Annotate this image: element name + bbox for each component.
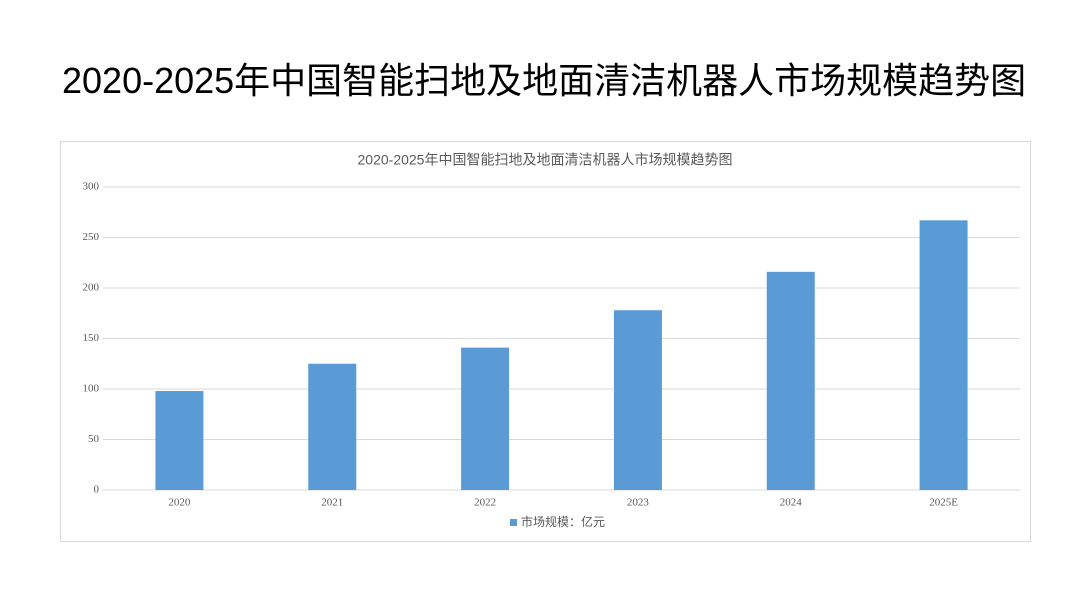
y-tick-label: 250 xyxy=(83,231,100,243)
bar xyxy=(919,220,968,490)
y-tick-label: 150 xyxy=(83,332,100,344)
bar xyxy=(766,271,815,490)
y-tick-label: 100 xyxy=(83,383,100,395)
y-tick-label: 50 xyxy=(88,433,100,445)
x-tick-label: 2024 xyxy=(780,497,803,509)
bar xyxy=(461,347,510,490)
bar xyxy=(308,363,357,490)
y-tick-label: 0 xyxy=(94,484,100,496)
bar xyxy=(613,310,662,490)
chart-frame xyxy=(60,141,1031,542)
x-tick-label: 2021 xyxy=(321,497,343,509)
x-tick-label: 2025E xyxy=(929,497,958,509)
slide-title: 2020-2025年中国智能扫地及地面清洁机器人市场规模趋势图 xyxy=(62,60,1027,101)
chart-title: 2020-2025年中国智能扫地及地面清洁机器人市场规模趋势图 xyxy=(358,152,733,168)
x-tick-label: 2023 xyxy=(627,497,650,509)
y-tick-label: 300 xyxy=(83,181,100,193)
x-tick-label: 2020 xyxy=(168,497,191,509)
legend-label: 市场规模：亿元 xyxy=(521,514,605,529)
bar xyxy=(155,391,204,490)
legend-swatch xyxy=(510,519,517,526)
y-tick-label: 200 xyxy=(83,282,100,294)
x-tick-label: 2022 xyxy=(474,497,496,509)
